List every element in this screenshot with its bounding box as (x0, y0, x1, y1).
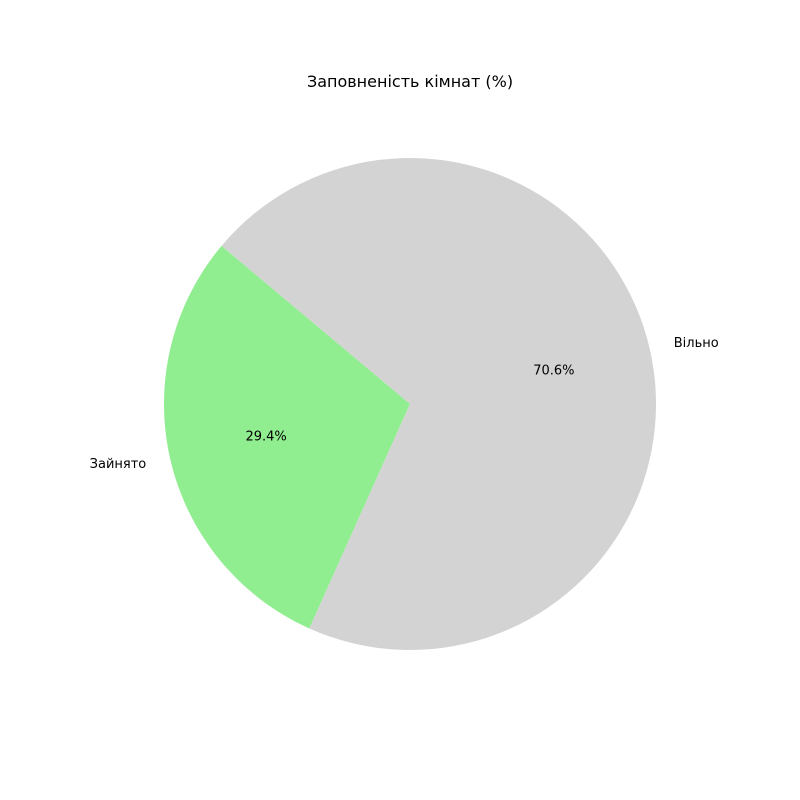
pie-slice-1 (164, 245, 410, 629)
pie-slice-2 (221, 158, 657, 650)
slice-percent-label-1: 29.4% (245, 430, 286, 445)
slice-category-label-1: Зайнято (90, 457, 147, 472)
slice-percent-label-2: 70.6% (533, 363, 574, 378)
pie-slices (164, 158, 657, 650)
slice-category-label-2: Вільно (674, 336, 719, 351)
pie-labels: Зайнято 29.4% Вільно 70.6% (90, 336, 719, 472)
chart-title: Заповненість кімнат (%) (307, 72, 513, 91)
